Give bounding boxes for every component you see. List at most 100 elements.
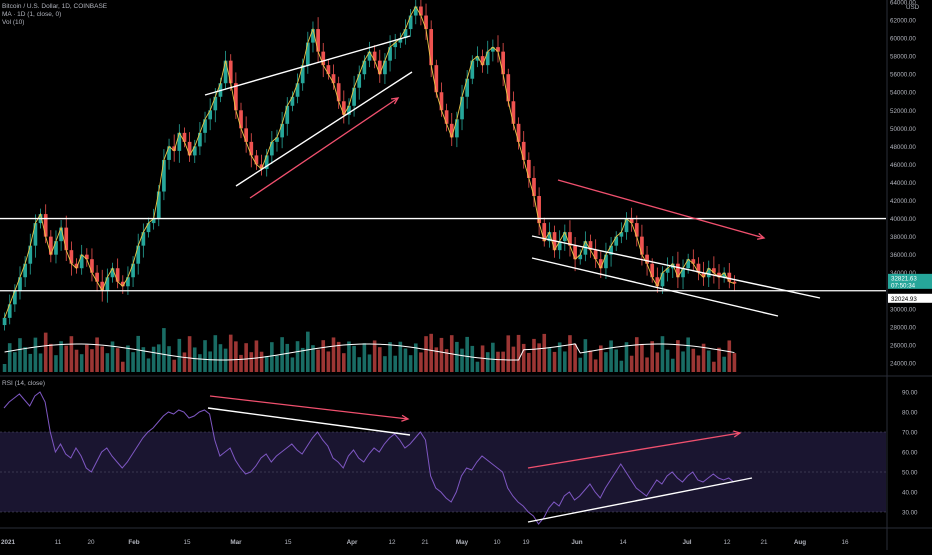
- candle-body: [54, 241, 58, 255]
- rsi-tick-label: 60.00: [902, 450, 918, 457]
- candle-body: [198, 132, 202, 147]
- price-tick-label: 40000.00: [890, 216, 916, 223]
- candle-body: [696, 263, 701, 273]
- candle-body: [691, 259, 696, 264]
- candle-body: [280, 123, 284, 138]
- candle-body: [146, 223, 151, 233]
- candle-body: [506, 74, 511, 102]
- candle-body: [156, 191, 161, 219]
- candle-body: [105, 277, 110, 291]
- candle-body: [593, 250, 598, 260]
- price-tick-label: 26000.00: [890, 342, 916, 349]
- price-tick-label: 24000.00: [890, 360, 916, 367]
- volume-bar: [295, 341, 300, 372]
- candle-body: [614, 236, 619, 246]
- candle-body: [167, 146, 171, 160]
- candle-body: [347, 105, 351, 115]
- volume-bar: [403, 348, 408, 372]
- candle-body: [619, 232, 624, 237]
- volume-bar: [393, 355, 397, 372]
- volume-bar: [717, 347, 721, 372]
- candle-body: [110, 268, 115, 278]
- candle-body: [562, 232, 567, 242]
- time-tick-label: 20: [87, 539, 95, 546]
- candle-body: [424, 15, 428, 30]
- rsi-tick-label: 90.00: [902, 390, 918, 397]
- volume-bar: [141, 347, 146, 372]
- candle-body: [722, 272, 727, 278]
- candle-body: [234, 83, 238, 111]
- volume-bar: [655, 352, 660, 372]
- price-tick-label: 38000.00: [890, 234, 916, 241]
- candle-body: [95, 272, 99, 282]
- candle-body: [727, 272, 732, 282]
- volume-bar: [676, 340, 680, 372]
- candle-body: [444, 110, 449, 124]
- candle-body: [568, 232, 572, 246]
- volume-bar: [64, 345, 69, 372]
- volume-bar: [172, 359, 176, 372]
- candle-body: [362, 60, 367, 75]
- candle-body: [74, 263, 79, 269]
- candle-body: [7, 304, 12, 318]
- volume-bar: [598, 345, 603, 372]
- candle-body: [460, 96, 464, 120]
- volume-bar: [85, 344, 89, 372]
- arrow-rise: [249, 97, 399, 199]
- price-tick-label: 62000.00: [890, 18, 916, 25]
- candle-body: [90, 259, 94, 273]
- volume-bar: [460, 348, 464, 372]
- rsi-arrow-top: [209, 395, 409, 420]
- rsi-arrow-top-head: [401, 414, 410, 422]
- volume-bar: [557, 342, 562, 372]
- candle-body: [244, 128, 248, 142]
- volume-bar: [362, 343, 367, 372]
- volume-bar: [110, 341, 115, 372]
- candle-body: [275, 137, 279, 142]
- volume-bar: [167, 346, 171, 372]
- candle-body: [686, 259, 691, 269]
- volume-bar: [249, 352, 254, 372]
- volume-bar: [491, 342, 495, 372]
- volume-bar: [43, 332, 48, 372]
- time-tick-label: 21: [421, 539, 429, 546]
- candle-body: [429, 29, 434, 66]
- rsi-line: [3, 391, 735, 525]
- price-tick-label: 56000.00: [890, 72, 916, 79]
- volume-bar: [218, 344, 223, 372]
- volume-bar: [434, 347, 439, 372]
- candle-body: [18, 277, 22, 291]
- candle-body: [413, 6, 418, 16]
- volume-bar: [28, 353, 33, 372]
- volume-bar: [686, 337, 690, 372]
- candle-body: [126, 277, 130, 287]
- volume-bar: [126, 345, 130, 372]
- volume-bar: [398, 341, 403, 372]
- volume-bar: [208, 351, 212, 372]
- candle-body: [213, 96, 218, 111]
- desc-upper-line: [531, 235, 821, 299]
- candle-body: [100, 281, 105, 291]
- volume-bar: [300, 347, 305, 372]
- volume-bar: [136, 335, 141, 372]
- candle-body: [624, 218, 629, 233]
- candle-body: [182, 132, 187, 142]
- volume-bar: [439, 337, 444, 372]
- volume-bar: [275, 355, 279, 372]
- candle-body: [79, 254, 84, 269]
- candle-body: [326, 65, 331, 75]
- candle-body: [645, 254, 649, 264]
- candle-body: [208, 110, 213, 120]
- volume-bar: [100, 346, 105, 372]
- ma-line: [4, 5, 735, 319]
- volume-bar: [213, 335, 218, 372]
- price-tick-label: 58000.00: [890, 54, 916, 61]
- price-tick-label: 28000.00: [890, 324, 916, 331]
- rsi-arrow-bottom: [527, 432, 741, 469]
- price-tick-label: 60000.00: [890, 36, 916, 43]
- candle-body: [511, 101, 516, 124]
- candle-body: [341, 101, 346, 115]
- candle-body: [269, 141, 274, 156]
- time-tick-label: Aug: [794, 539, 806, 546]
